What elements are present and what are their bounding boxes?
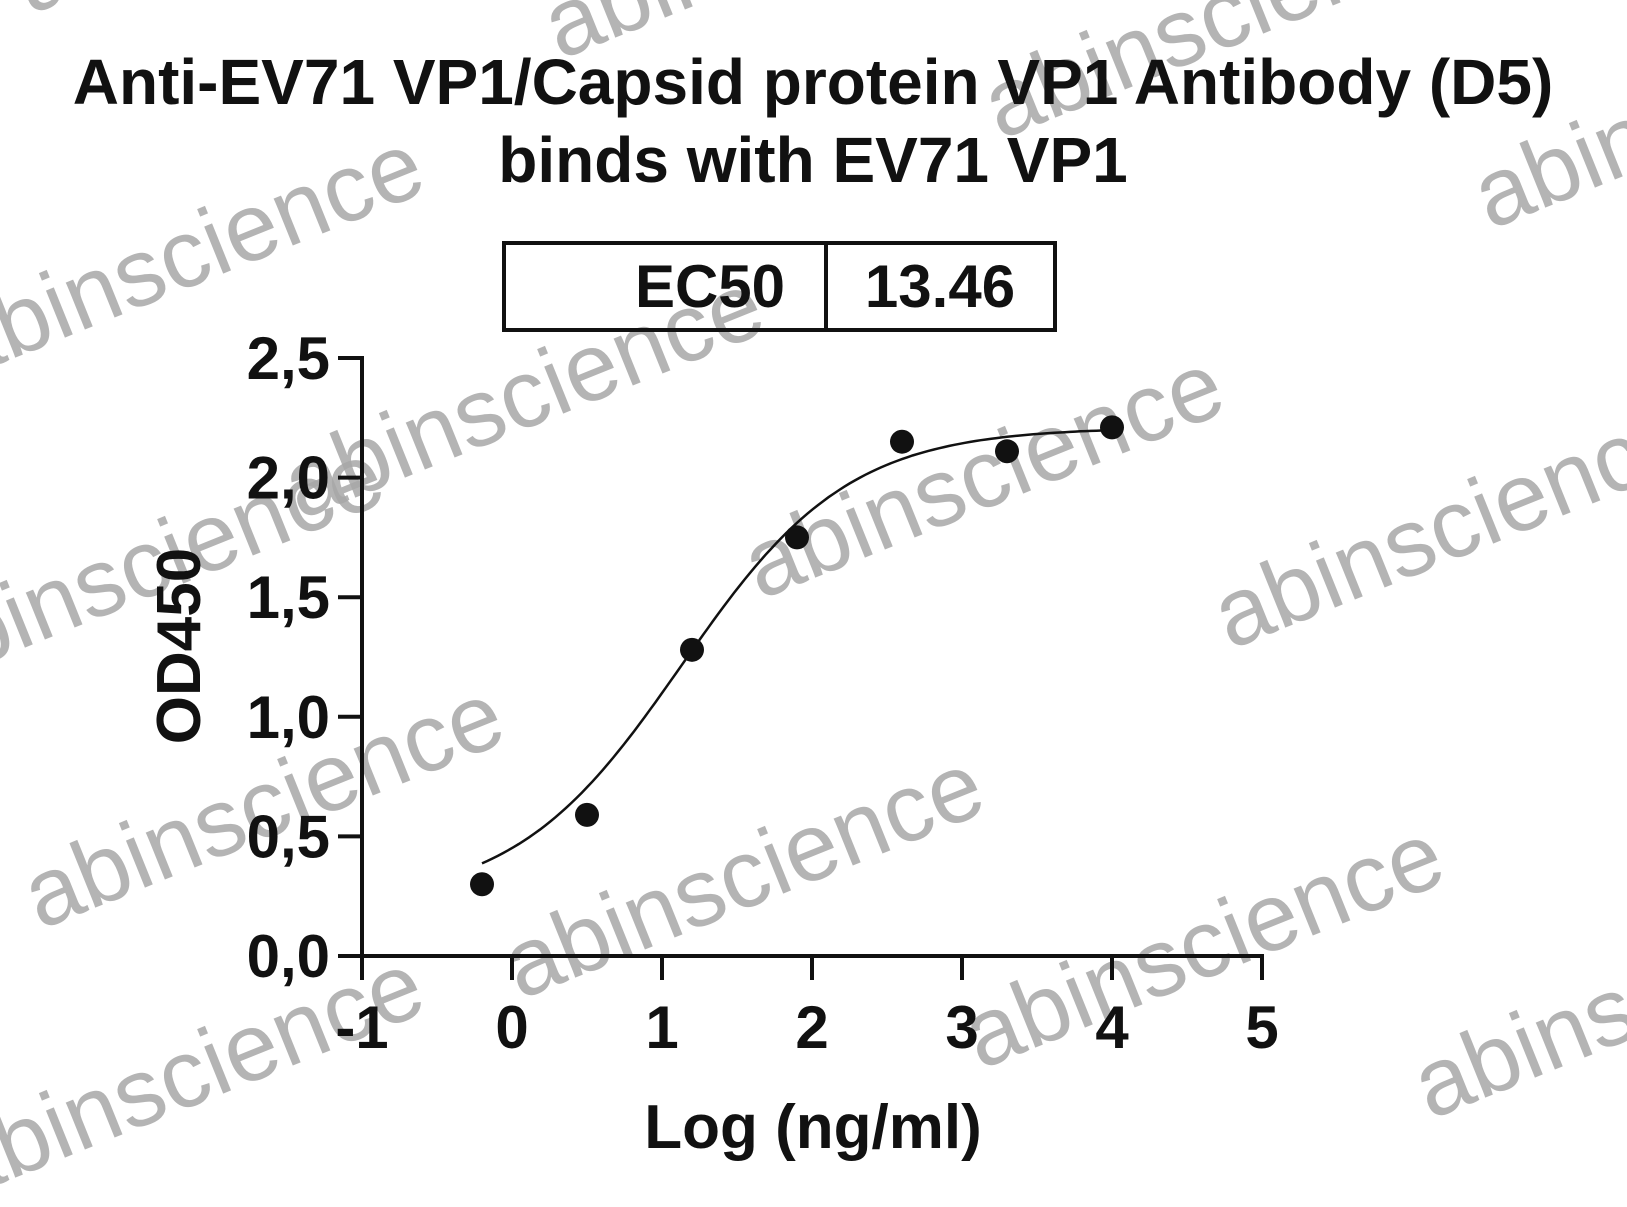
y-tick-label: 1,0 <box>247 684 330 751</box>
watermark-text: abinscience <box>728 330 1238 619</box>
watermark-text: abinscience <box>0 0 508 34</box>
x-tick-label: 0 <box>495 994 528 1061</box>
y-tick-label: 1,5 <box>247 564 330 631</box>
watermark-text: abinscience <box>488 730 998 1019</box>
y-tick-label: 0,0 <box>247 923 330 990</box>
data-point <box>785 525 809 550</box>
chart-title-line-1: Anti-EV71 VP1/Capsid protein VP1 Antibod… <box>73 46 1554 118</box>
watermark-text: abinscience <box>948 800 1458 1089</box>
data-point <box>470 872 494 897</box>
ec50-label: EC50 <box>635 253 785 320</box>
y-tick-label: 2,0 <box>247 445 330 512</box>
watermark-text: abinscience <box>0 110 438 399</box>
x-tick-label: 5 <box>1245 994 1278 1061</box>
fit-curve-layer <box>481 428 1113 865</box>
x-tick-label: 2 <box>795 994 828 1061</box>
data-point <box>575 802 599 827</box>
fit-curve <box>481 428 1113 865</box>
data-point <box>890 429 914 454</box>
chart-title-line-2: binds with EV71 VP1 <box>498 124 1128 196</box>
watermark-text: abinscience <box>1198 380 1627 669</box>
data-point <box>995 439 1019 464</box>
data-points-layer <box>470 415 1124 897</box>
x-tick-label: 3 <box>945 994 978 1061</box>
ec50-value: 13.46 <box>865 253 1015 320</box>
x-tick-label: -1 <box>335 994 388 1061</box>
data-point <box>1100 415 1124 440</box>
data-point <box>680 637 704 662</box>
watermark-text: abinscience <box>1458 0 1627 249</box>
y-tick-label: 0,5 <box>247 803 330 870</box>
y-axis-label: OD450 <box>145 548 214 744</box>
watermark-text: abinscience <box>0 930 438 1207</box>
y-tick-label: 2,5 <box>247 325 330 392</box>
x-tick-label: 4 <box>1095 994 1129 1061</box>
ec50-box: EC50 13.46 <box>502 241 1057 332</box>
x-axis-label: Log (ng/ml) <box>644 1093 981 1162</box>
axes: 0,0 0,5 1,0 1,5 2,0 2,5 -1 0 1 2 3 4 5 <box>247 325 1279 1061</box>
x-tick-label: 1 <box>645 994 678 1061</box>
ec50-box-frame <box>502 241 1057 332</box>
